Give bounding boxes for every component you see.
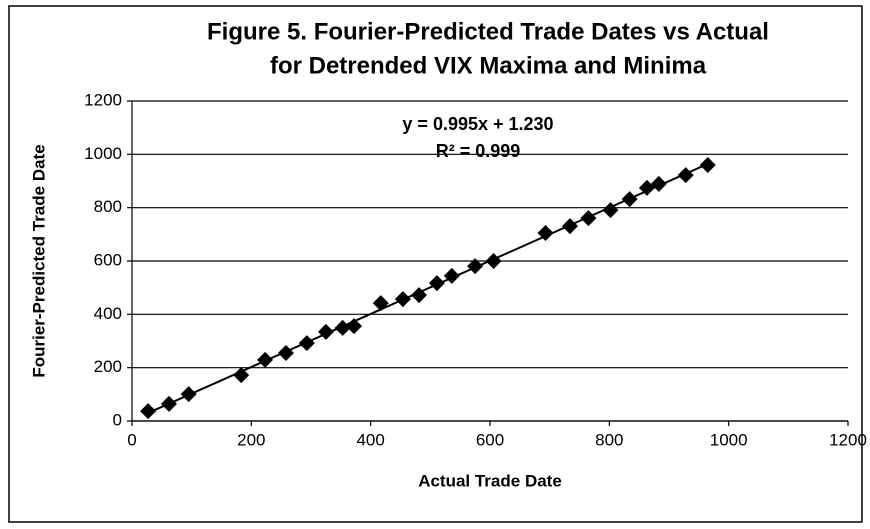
x-tick-label: 1000 bbox=[710, 430, 748, 449]
data-point bbox=[428, 275, 445, 292]
data-point bbox=[602, 202, 619, 219]
data-point bbox=[650, 175, 667, 192]
r-squared: R² = 0.999 bbox=[436, 141, 521, 161]
data-point bbox=[699, 157, 716, 173]
data-point bbox=[443, 267, 460, 284]
data-point bbox=[317, 323, 334, 340]
data-point bbox=[485, 253, 502, 269]
y-tick-label: 600 bbox=[94, 250, 122, 269]
x-tick-label: 0 bbox=[127, 430, 136, 449]
data-point bbox=[233, 367, 250, 384]
data-point bbox=[180, 386, 197, 403]
x-axis-label: Actual Trade Date bbox=[418, 471, 562, 490]
x-tick-label: 600 bbox=[476, 430, 504, 449]
chart-title: for Detrended VIX Maxima and Minima bbox=[270, 52, 707, 79]
x-tick-label: 200 bbox=[237, 430, 265, 449]
y-tick-label: 0 bbox=[113, 410, 122, 429]
y-axis-label: Fourier-Predicted Trade Date bbox=[29, 144, 48, 377]
data-point bbox=[345, 318, 362, 335]
data-point bbox=[257, 351, 274, 368]
y-tick-label: 400 bbox=[94, 304, 122, 323]
data-point bbox=[561, 218, 578, 235]
x-tick-label: 400 bbox=[356, 430, 384, 449]
data-point bbox=[372, 295, 389, 312]
x-tick-label: 1200 bbox=[829, 430, 867, 449]
y-tick-label: 200 bbox=[94, 357, 122, 376]
data-point bbox=[467, 258, 484, 275]
data-point bbox=[621, 191, 638, 208]
data-point bbox=[160, 395, 177, 412]
data-point bbox=[410, 287, 427, 304]
y-tick-label: 1200 bbox=[84, 90, 122, 109]
chart-frame bbox=[8, 5, 863, 523]
trendline-equation: y = 0.995x + 1.230 bbox=[402, 114, 553, 134]
data-point bbox=[677, 167, 694, 184]
chart-title: Figure 5. Fourier-Predicted Trade Dates … bbox=[207, 18, 769, 45]
data-point bbox=[580, 210, 597, 227]
data-point bbox=[298, 335, 315, 352]
y-tick-label: 800 bbox=[94, 197, 122, 216]
data-point bbox=[537, 225, 554, 241]
x-tick-label: 800 bbox=[595, 430, 623, 449]
data-point bbox=[277, 345, 294, 361]
y-tick-label: 1000 bbox=[84, 144, 122, 163]
data-point bbox=[140, 403, 157, 420]
data-point bbox=[394, 291, 411, 308]
data-point bbox=[334, 319, 351, 336]
